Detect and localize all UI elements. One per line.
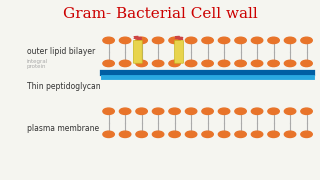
Circle shape — [119, 60, 131, 67]
Circle shape — [284, 131, 296, 138]
FancyBboxPatch shape — [175, 40, 183, 63]
Circle shape — [202, 108, 213, 114]
Circle shape — [235, 37, 246, 44]
Circle shape — [251, 37, 263, 44]
Circle shape — [284, 37, 296, 44]
Circle shape — [268, 37, 279, 44]
Circle shape — [152, 108, 164, 114]
Circle shape — [136, 131, 147, 138]
Circle shape — [103, 60, 114, 67]
Circle shape — [284, 60, 296, 67]
Circle shape — [251, 131, 263, 138]
Circle shape — [301, 60, 312, 67]
Circle shape — [185, 131, 197, 138]
Circle shape — [136, 60, 147, 67]
Text: protein: protein — [27, 64, 46, 69]
Circle shape — [185, 37, 197, 44]
Circle shape — [169, 60, 180, 67]
Circle shape — [218, 60, 230, 67]
Circle shape — [136, 108, 147, 114]
Circle shape — [268, 108, 279, 114]
Circle shape — [301, 131, 312, 138]
Circle shape — [218, 37, 230, 44]
Circle shape — [301, 108, 312, 114]
Circle shape — [169, 37, 180, 44]
Circle shape — [268, 131, 279, 138]
Circle shape — [251, 60, 263, 67]
Circle shape — [235, 60, 246, 67]
Circle shape — [301, 37, 312, 44]
Circle shape — [152, 60, 164, 67]
Circle shape — [235, 108, 246, 114]
FancyBboxPatch shape — [133, 40, 142, 63]
Circle shape — [202, 37, 213, 44]
Circle shape — [152, 37, 164, 44]
Circle shape — [202, 131, 213, 138]
Circle shape — [119, 131, 131, 138]
Circle shape — [185, 60, 197, 67]
Circle shape — [284, 108, 296, 114]
Text: Thin peptidoglycan: Thin peptidoglycan — [27, 82, 100, 91]
Circle shape — [103, 37, 114, 44]
Circle shape — [119, 108, 131, 114]
Circle shape — [119, 37, 131, 44]
Circle shape — [152, 131, 164, 138]
Circle shape — [169, 131, 180, 138]
Circle shape — [185, 108, 197, 114]
Text: outer lipid bilayer: outer lipid bilayer — [27, 46, 95, 55]
Circle shape — [169, 108, 180, 114]
Text: plasma membrane: plasma membrane — [27, 125, 99, 134]
Circle shape — [202, 60, 213, 67]
Circle shape — [218, 131, 230, 138]
Circle shape — [251, 108, 263, 114]
Circle shape — [218, 108, 230, 114]
Circle shape — [136, 37, 147, 44]
Text: Gram- Bacterial Cell wall: Gram- Bacterial Cell wall — [63, 7, 257, 21]
Text: integral: integral — [27, 59, 48, 64]
Circle shape — [103, 131, 114, 138]
Circle shape — [268, 60, 279, 67]
Circle shape — [235, 131, 246, 138]
Circle shape — [103, 108, 114, 114]
